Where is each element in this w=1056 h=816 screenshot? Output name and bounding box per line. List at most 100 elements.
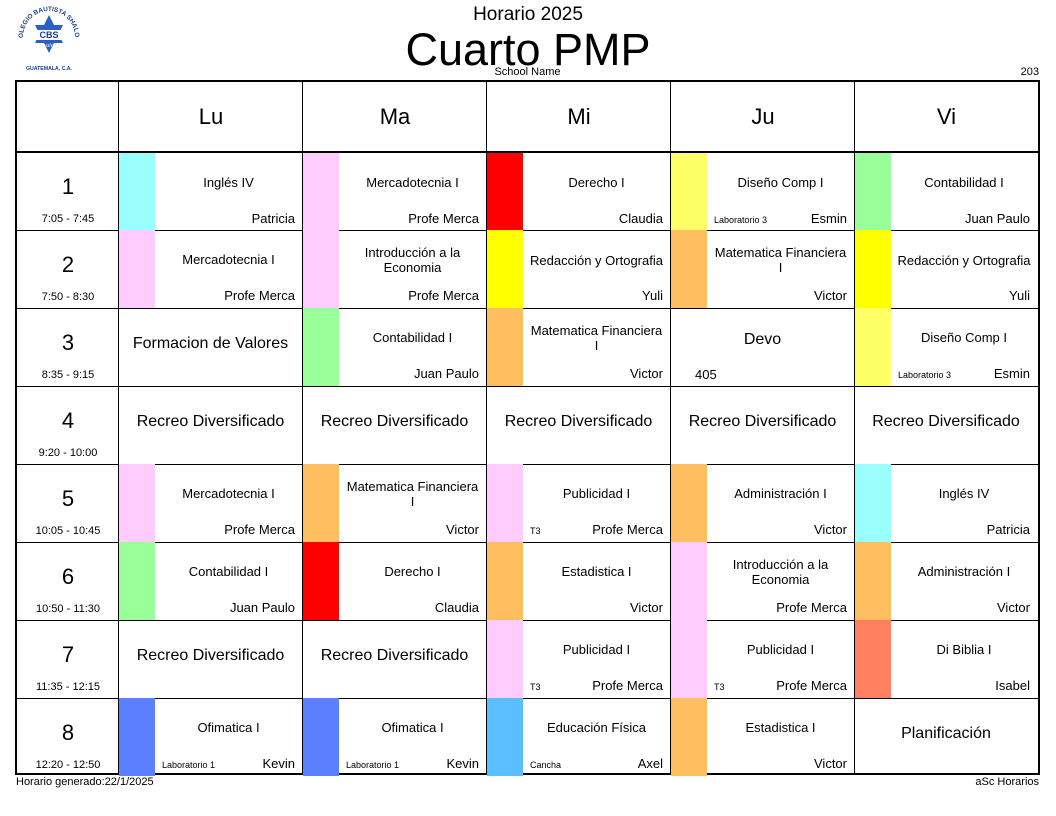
day-header: Ma bbox=[379, 104, 411, 129]
subject-name: Devo bbox=[743, 331, 782, 348]
teacher-name: Profe Merca bbox=[776, 600, 847, 615]
grid-vline bbox=[670, 82, 671, 773]
subject-name: Administración I bbox=[734, 486, 827, 501]
subject-color-bar bbox=[855, 464, 891, 542]
subject-color-bar bbox=[487, 230, 523, 308]
lesson-cell: Recreo Diversificado bbox=[119, 386, 302, 464]
room-label: Laboratorio 3 bbox=[898, 370, 952, 380]
lesson-cell: Inglés IV Patricia bbox=[855, 464, 1037, 542]
subject-name: Introducción a la Economia bbox=[364, 245, 461, 275]
lesson-cell: Administración I Victor bbox=[855, 542, 1037, 620]
period-number: 3 bbox=[61, 330, 75, 355]
teacher-name: Yuli bbox=[642, 288, 663, 303]
period-number: 7 bbox=[61, 642, 75, 667]
logo-initials: CBS bbox=[39, 30, 58, 40]
subject-color-bar bbox=[855, 542, 891, 620]
teacher-name: Profe Merca bbox=[224, 522, 295, 537]
subject-name: Formacion de Valores bbox=[132, 335, 289, 352]
lesson-cell: Planificación bbox=[855, 698, 1037, 776]
lesson-cell: Administración I Victor bbox=[671, 464, 854, 542]
lesson-cell: Recreo Diversificado bbox=[487, 386, 670, 464]
room-label: 405 bbox=[695, 367, 717, 382]
subject-color-bar bbox=[855, 308, 891, 386]
subject-color-bar bbox=[487, 698, 523, 776]
day-header: Vi bbox=[936, 104, 957, 129]
teacher-name: Kevin bbox=[446, 756, 479, 771]
period-time: 7:50 - 8:30 bbox=[41, 291, 95, 303]
lesson-cell: Diseño Comp I Esmin Laboratorio 3 bbox=[671, 153, 854, 231]
subject-name: Diseño Comp I bbox=[921, 330, 1007, 345]
subject-color-bar bbox=[119, 542, 155, 620]
lesson-cell: Introducción a la Economia Profe Merca bbox=[303, 230, 486, 308]
lesson-cell: Matematica Financiera I Victor bbox=[671, 230, 854, 308]
lesson-cell: Recreo Diversificado bbox=[119, 620, 302, 698]
lesson-cell: Formacion de Valores bbox=[119, 308, 302, 386]
subject-name: Matematica Financiera I bbox=[714, 245, 847, 275]
subject-name: Mercadotecnia I bbox=[182, 486, 275, 501]
period-header: 5 10:05 - 10:45 bbox=[17, 464, 119, 542]
subject-name: Contabilidad I bbox=[188, 564, 269, 579]
lesson-cell: Inglés IV Patricia bbox=[119, 153, 302, 231]
teacher-name: Isabel bbox=[995, 678, 1030, 693]
teacher-name: Profe Merca bbox=[592, 522, 663, 537]
lesson-cell: Introducción a la Economia Profe Merca bbox=[671, 542, 854, 620]
subject-color-bar bbox=[303, 698, 339, 776]
grid-vline bbox=[486, 82, 487, 773]
room-label: Laboratorio 1 bbox=[162, 760, 216, 770]
lesson-cell: Recreo Diversificado bbox=[303, 386, 486, 464]
home-room: 203 bbox=[1020, 66, 1039, 78]
subject-name: Ofimatica I bbox=[197, 720, 260, 735]
period-header: 1 7:05 - 7:45 bbox=[17, 152, 119, 230]
subject-name: Recreo Diversificado bbox=[320, 413, 469, 430]
lesson-cell: Devo 405 bbox=[671, 308, 854, 386]
subject-color-bar bbox=[671, 464, 707, 542]
subject-name: Inglés IV bbox=[938, 486, 990, 501]
grid-hline bbox=[17, 620, 1038, 621]
subject-color-bar bbox=[119, 698, 155, 776]
grid-hline bbox=[17, 542, 1038, 543]
lesson-cell: Estadistica I Victor bbox=[487, 542, 670, 620]
subject-color-bar bbox=[487, 308, 523, 386]
period-header: 3 8:35 - 9:15 bbox=[17, 308, 119, 386]
period-time: 8:35 - 9:15 bbox=[41, 369, 95, 381]
subject-name: Inglés IV bbox=[203, 175, 254, 190]
lesson-cell: Recreo Diversificado bbox=[303, 620, 486, 698]
lesson-cell: Mercadotecnia I Profe Merca bbox=[119, 464, 302, 542]
subject-color-bar bbox=[119, 464, 155, 542]
subject-name: Recreo Diversificado bbox=[320, 647, 469, 664]
grid-hline bbox=[17, 464, 1038, 465]
subject-color-bar bbox=[303, 542, 339, 620]
subject-name: Recreo Diversificado bbox=[872, 413, 1020, 430]
subject-color-bar bbox=[487, 620, 523, 698]
lesson-cell: Di Biblia I Isabel bbox=[855, 620, 1037, 698]
subject-name: Estadistica I bbox=[561, 564, 632, 579]
class-title: Cuarto PMP bbox=[405, 24, 651, 75]
subject-name: Mercadotecnia I bbox=[366, 175, 459, 190]
room-label: T3 bbox=[530, 682, 541, 692]
grid-vline bbox=[118, 82, 119, 773]
subject-color-bar bbox=[303, 464, 339, 542]
teacher-name: Juan Paulo bbox=[964, 211, 1030, 226]
subject-name: Publicidad I bbox=[746, 642, 815, 657]
grid-hline bbox=[17, 698, 1038, 699]
teacher-name: Victor bbox=[814, 522, 847, 537]
period-header: 6 10:50 - 11:30 bbox=[17, 542, 119, 620]
grid-vline bbox=[854, 82, 855, 773]
logo-bottom-text: GUATEMALA, C.A. bbox=[26, 66, 73, 72]
lesson-cell: Mercadotecnia I Profe Merca bbox=[303, 153, 486, 231]
period-number: 4 bbox=[61, 408, 75, 433]
subject-name: Recreo Diversificado bbox=[136, 413, 285, 430]
subject-name: Matematica Financiera I bbox=[346, 479, 479, 509]
subject-color-bar bbox=[487, 153, 523, 231]
subject-color-bar bbox=[303, 153, 339, 231]
subject-name: Ofimatica I bbox=[381, 720, 444, 735]
lesson-cell: Publicidad I Profe Merca T3 bbox=[487, 620, 670, 698]
lesson-cell: Recreo Diversificado bbox=[855, 386, 1037, 464]
day-header: Mi bbox=[567, 104, 591, 129]
subject-color-bar bbox=[671, 153, 707, 231]
subject-name: Introducción a la Economia bbox=[732, 557, 829, 587]
generated-date: Horario generado:22/1/2025 bbox=[16, 776, 154, 788]
lesson-cell: Contabilidad I Juan Paulo bbox=[303, 308, 486, 386]
software-brand: aSc Horarios bbox=[975, 776, 1039, 788]
period-time: 10:05 - 10:45 bbox=[35, 525, 101, 537]
